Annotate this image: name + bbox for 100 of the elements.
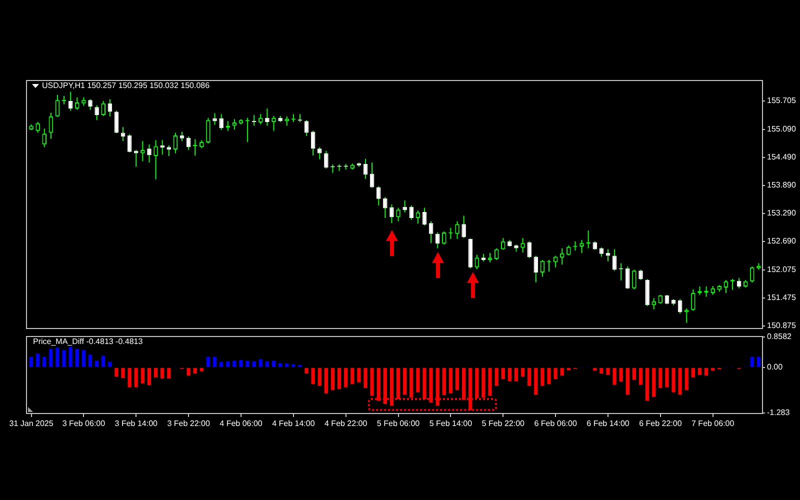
bar xyxy=(711,368,715,371)
bar xyxy=(448,368,453,394)
x-tick-label: 6 Feb 14:00 xyxy=(586,419,630,428)
bar xyxy=(560,368,564,376)
candlestick xyxy=(455,220,460,240)
bar xyxy=(62,350,66,367)
bar xyxy=(606,368,610,375)
x-tick-label: 5 Feb 06:00 xyxy=(376,419,420,428)
candlestick xyxy=(606,248,610,262)
bar xyxy=(88,354,92,367)
candlestick xyxy=(180,131,184,142)
bar xyxy=(200,368,204,372)
x-tick-label: 7 Feb 06:00 xyxy=(691,419,735,428)
bar xyxy=(410,368,414,398)
bar xyxy=(344,368,348,388)
candlestick xyxy=(626,266,630,290)
bar xyxy=(704,368,708,376)
bar xyxy=(482,368,486,398)
bar xyxy=(147,368,152,386)
candlestick xyxy=(108,98,112,117)
bar xyxy=(102,356,106,367)
bar xyxy=(488,368,492,396)
candlestick xyxy=(474,254,480,270)
candlestick xyxy=(383,196,388,219)
x-tick-label: 4 Feb 06:00 xyxy=(220,419,263,428)
x-tick-label: 31 Jan 2025 xyxy=(9,419,54,428)
bar xyxy=(265,361,270,367)
bar xyxy=(324,368,328,394)
bar xyxy=(68,346,72,367)
bar xyxy=(220,362,224,367)
bar xyxy=(672,368,676,392)
bar xyxy=(600,368,604,374)
bar xyxy=(311,368,315,384)
bar xyxy=(566,368,570,370)
bar xyxy=(232,360,236,367)
bar xyxy=(501,368,505,380)
bar xyxy=(652,368,656,397)
bar xyxy=(593,368,597,371)
bar xyxy=(193,368,197,374)
candlestick xyxy=(488,252,492,263)
bar xyxy=(756,356,761,367)
bar xyxy=(665,368,669,388)
bar xyxy=(520,368,525,377)
candlestick xyxy=(265,108,270,126)
bar xyxy=(212,356,217,367)
bar xyxy=(422,368,426,400)
candlestick xyxy=(140,140,145,162)
candlestick xyxy=(127,134,132,153)
bar xyxy=(646,368,650,401)
candlestick xyxy=(428,220,434,244)
bar xyxy=(167,368,171,378)
bar xyxy=(350,368,354,384)
bar xyxy=(128,368,132,388)
x-tick-label: 4 Feb 14:00 xyxy=(272,419,316,428)
bar xyxy=(658,368,662,388)
candlestick xyxy=(402,200,407,213)
candlestick xyxy=(520,238,525,253)
bar xyxy=(396,368,400,400)
x-tick-label: 3 Feb 22:00 xyxy=(167,419,210,428)
candlestick xyxy=(632,269,636,290)
y-tick-label: 153.890 xyxy=(767,180,796,190)
bar xyxy=(134,368,138,388)
bar xyxy=(678,368,682,395)
y-tick-label: 155.705 xyxy=(767,96,796,106)
bar xyxy=(95,360,99,367)
y-tick-label: -1.283 xyxy=(767,408,790,418)
candlestick xyxy=(494,248,499,260)
bar xyxy=(36,354,40,367)
bar xyxy=(508,368,512,382)
candlestick xyxy=(94,104,99,121)
bar xyxy=(278,363,282,367)
candlestick xyxy=(55,94,60,118)
candlestick xyxy=(154,140,158,180)
bar xyxy=(390,368,394,406)
candlestick xyxy=(652,298,656,310)
bar xyxy=(246,360,250,367)
candlestick xyxy=(206,117,210,144)
chart-title: Price_MA_Diff -0.4813 -0.4813 xyxy=(33,337,144,346)
bar xyxy=(186,368,190,376)
bar xyxy=(638,368,643,385)
candlestick xyxy=(272,115,276,132)
candlestick xyxy=(318,146,322,160)
bar xyxy=(160,368,164,378)
x-tick-label: 6 Feb 22:00 xyxy=(639,419,682,428)
x-tick-label: 5 Feb 14:00 xyxy=(429,419,473,428)
bar xyxy=(416,368,420,392)
bar xyxy=(540,368,544,386)
bar xyxy=(154,368,158,378)
bar xyxy=(619,368,623,382)
candlestick xyxy=(750,266,754,283)
candlestick xyxy=(68,91,73,112)
bar xyxy=(292,364,296,367)
candlestick xyxy=(101,100,106,116)
bar xyxy=(75,349,79,367)
candlestick xyxy=(219,114,224,130)
candlestick xyxy=(147,144,152,164)
bar xyxy=(364,368,368,388)
bar xyxy=(239,360,243,367)
bar xyxy=(684,368,688,390)
bar xyxy=(370,368,374,396)
